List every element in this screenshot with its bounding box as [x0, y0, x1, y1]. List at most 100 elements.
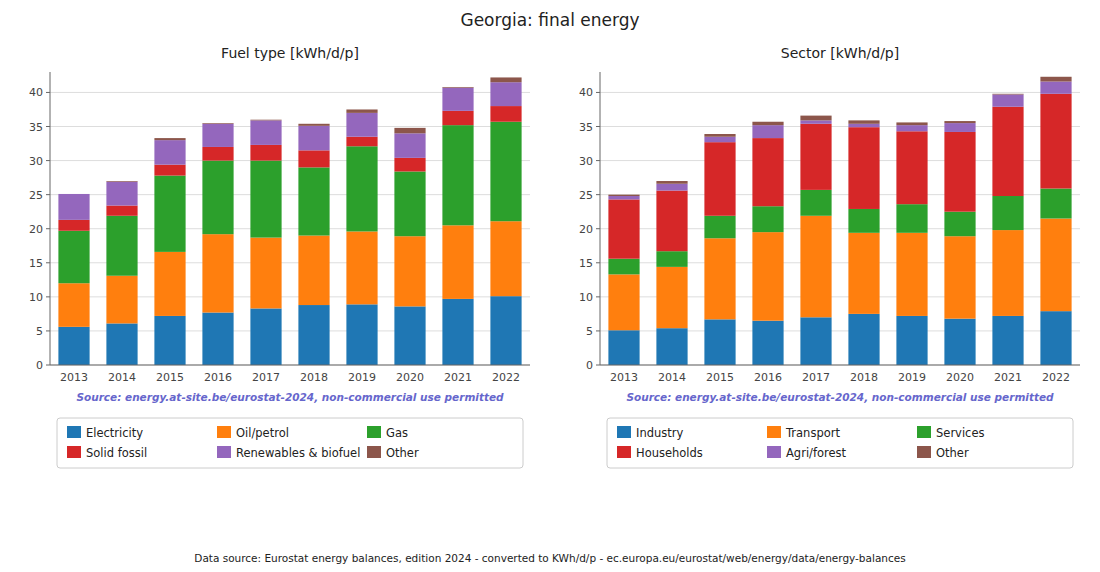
- bar-segment: [298, 167, 329, 235]
- bar-segment: [656, 184, 687, 191]
- legend: IndustryTransportServicesHouseholdsAgri/…: [607, 418, 1073, 468]
- bar-segment: [202, 147, 233, 161]
- bar-segment: [346, 137, 377, 147]
- y-tick-label: 40: [579, 86, 593, 99]
- bar-segment: [1040, 82, 1071, 94]
- bar-segment: [848, 120, 879, 123]
- x-tick-label: 2018: [300, 371, 328, 384]
- main-title: Georgia: final energy: [460, 10, 639, 30]
- bar-segment: [154, 252, 185, 316]
- bar-segment: [800, 216, 831, 318]
- bar-segment: [58, 193, 89, 194]
- x-tick-label: 2016: [204, 371, 232, 384]
- bar-segment: [800, 317, 831, 365]
- bar-segment: [202, 161, 233, 235]
- bar-segment: [992, 316, 1023, 365]
- bar-segment: [202, 124, 233, 147]
- bar-segment: [490, 296, 521, 365]
- legend-label: Renewables & biofuel: [236, 446, 360, 460]
- bar-segment: [656, 191, 687, 252]
- bar-segment: [250, 308, 281, 365]
- legend-swatch: [917, 426, 931, 438]
- y-tick: [596, 194, 600, 195]
- x-tick-label: 2019: [348, 371, 376, 384]
- bar-segment: [250, 161, 281, 238]
- y-tick: [46, 126, 50, 127]
- legend: ElectricityOil/petrolGasSolid fossilRene…: [57, 418, 523, 468]
- bar-segment: [608, 330, 639, 365]
- x-tick-label: 2020: [946, 371, 974, 384]
- y-tick: [46, 92, 50, 93]
- bar-segment: [944, 121, 975, 123]
- bar-segment: [394, 171, 425, 236]
- bar-segment: [250, 120, 281, 145]
- bar-segment: [1040, 94, 1071, 189]
- y-tick: [596, 160, 600, 161]
- legend-swatch: [767, 446, 781, 458]
- y-tick: [596, 228, 600, 229]
- bar-segment: [202, 234, 233, 312]
- bar-segment: [848, 233, 879, 314]
- bar-segment: [442, 125, 473, 225]
- footer: Data source: Eurostat energy balances, e…: [194, 552, 905, 564]
- bar-segment: [992, 230, 1023, 316]
- bar-segment: [154, 316, 185, 365]
- bar-segment: [58, 231, 89, 283]
- bar-segment: [106, 182, 137, 206]
- bar-segment: [800, 190, 831, 216]
- y-tick-label: 25: [579, 189, 593, 202]
- y-tick: [596, 365, 600, 366]
- bar-segment: [442, 299, 473, 365]
- y-tick-label: 20: [579, 223, 593, 236]
- chart-panel: Fuel type [kWh/d/p]051015202530354020132…: [29, 45, 530, 468]
- legend-swatch: [217, 446, 231, 458]
- bar-segment: [298, 236, 329, 306]
- y-axis-line: [600, 72, 601, 365]
- source-note: Source: energy.at-site.be/eurostat-2024,…: [626, 391, 1054, 403]
- bar-segment: [992, 107, 1023, 196]
- legend-swatch: [767, 426, 781, 438]
- legend-label: Oil/petrol: [236, 426, 289, 440]
- y-tick-label: 30: [579, 155, 593, 168]
- y-tick-label: 35: [29, 121, 43, 134]
- y-tick: [46, 330, 50, 331]
- chart-title: Sector [kWh/d/p]: [781, 45, 899, 61]
- bar-segment: [992, 93, 1023, 95]
- bar-segment: [154, 165, 185, 176]
- bar-segment: [106, 216, 137, 276]
- bar-segment: [250, 119, 281, 121]
- bar-segment: [346, 231, 377, 304]
- y-tick: [596, 296, 600, 297]
- bar-segment: [896, 316, 927, 365]
- grid-line: [600, 92, 1080, 93]
- bar-segment: [106, 206, 137, 216]
- bar-segment: [394, 236, 425, 306]
- y-tick: [46, 228, 50, 229]
- x-axis-line: [600, 365, 1080, 366]
- bar-segment: [608, 274, 639, 330]
- bar-segment: [250, 238, 281, 309]
- bar-segment: [298, 150, 329, 167]
- y-tick-label: 10: [579, 291, 593, 304]
- y-tick: [596, 262, 600, 263]
- y-tick-label: 15: [29, 257, 43, 270]
- bar-segment: [992, 196, 1023, 230]
- x-tick-label: 2017: [252, 371, 280, 384]
- x-tick-label: 2022: [492, 371, 520, 384]
- chart-root: Georgia: final energy Data source: Eurost…: [0, 0, 1100, 572]
- x-tick-label: 2015: [706, 371, 734, 384]
- bar-segment: [992, 94, 1023, 106]
- x-axis-line: [50, 365, 530, 366]
- bar-segment: [608, 199, 639, 258]
- grid-line: [600, 365, 1080, 366]
- x-tick-label: 2014: [658, 371, 686, 384]
- bar-segment: [298, 305, 329, 365]
- bar-segment: [656, 267, 687, 328]
- bar-segment: [490, 77, 521, 82]
- bar-segment: [58, 283, 89, 327]
- legend-label: Transport: [785, 426, 840, 440]
- bar-segment: [896, 204, 927, 233]
- legend-label: Services: [936, 426, 985, 440]
- bar-segment: [656, 328, 687, 365]
- bar-segment: [752, 232, 783, 321]
